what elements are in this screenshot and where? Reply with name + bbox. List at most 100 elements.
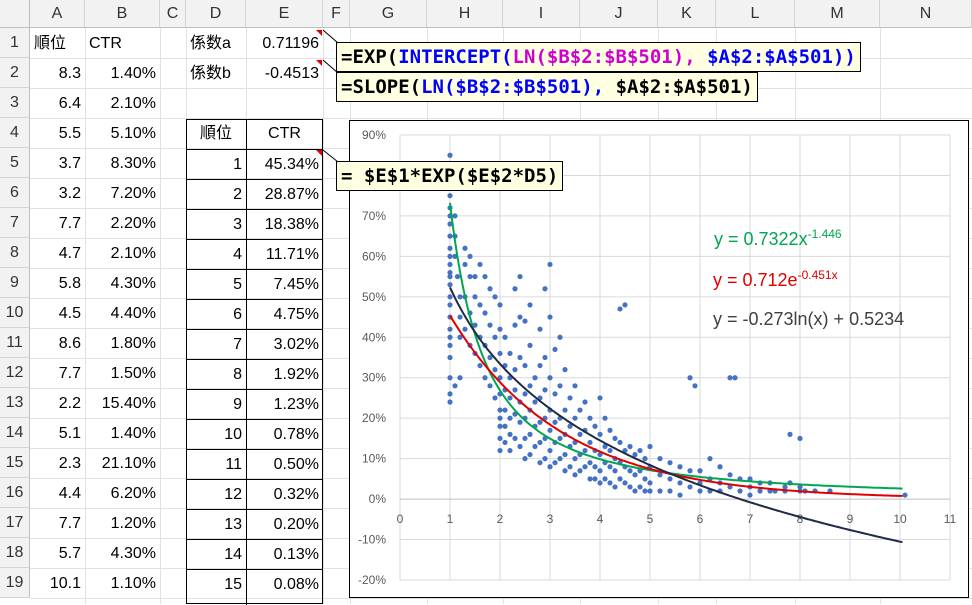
- comment-indicator[interactable]: [316, 150, 322, 156]
- table-rank-cell[interactable]: 4: [233, 246, 242, 263]
- cell-a5[interactable]: 3.7: [58, 155, 81, 172]
- row-header-1[interactable]: 1: [0, 28, 30, 58]
- cell-a2[interactable]: 8.3: [58, 65, 81, 82]
- cell-a4[interactable]: 5.5: [58, 125, 81, 142]
- column-header-f[interactable]: F: [323, 0, 350, 28]
- row-header-9[interactable]: 9: [0, 268, 30, 298]
- table-rank-cell[interactable]: 9: [233, 396, 242, 413]
- table-header-ctr[interactable]: CTR: [268, 125, 301, 142]
- row-header-8[interactable]: 8: [0, 238, 30, 268]
- row-header-6[interactable]: 6: [0, 178, 30, 208]
- row-header-5[interactable]: 5: [0, 148, 30, 178]
- cell-b7[interactable]: 2.20%: [110, 215, 156, 232]
- cell-b4[interactable]: 5.10%: [110, 125, 156, 142]
- cell-b9[interactable]: 4.30%: [110, 275, 156, 292]
- table-rank-cell[interactable]: 12: [224, 486, 242, 503]
- row-header-4[interactable]: 4: [0, 118, 30, 148]
- column-header-h[interactable]: H: [427, 0, 503, 28]
- cell-a19[interactable]: 10.1: [49, 575, 81, 592]
- cell-b6[interactable]: 7.20%: [110, 185, 156, 202]
- table-rank-cell[interactable]: 14: [224, 546, 242, 563]
- cell-b15[interactable]: 21.10%: [101, 455, 156, 472]
- table-rank-cell[interactable]: 7: [233, 336, 242, 353]
- cell-b13[interactable]: 15.40%: [101, 395, 156, 412]
- cell-b2[interactable]: 1.40%: [110, 65, 156, 82]
- column-header-l[interactable]: L: [716, 0, 795, 28]
- table-rank-cell[interactable]: 10: [224, 426, 242, 443]
- cell-a8[interactable]: 4.7: [58, 245, 81, 262]
- table-rank-cell[interactable]: 3: [233, 216, 242, 233]
- cell-a16[interactable]: 4.4: [58, 485, 81, 502]
- cell-a3[interactable]: 6.4: [58, 95, 81, 112]
- cell-a1[interactable]: 順位: [34, 35, 67, 52]
- cell-b11[interactable]: 1.80%: [110, 335, 156, 352]
- cell-b8[interactable]: 2.10%: [110, 245, 156, 262]
- column-header-d[interactable]: D: [186, 0, 246, 28]
- column-header-n[interactable]: N: [880, 0, 972, 28]
- table-rank-cell[interactable]: 8: [233, 366, 242, 383]
- table-ctr-cell[interactable]: 0.20%: [273, 516, 319, 533]
- row-header-3[interactable]: 3: [0, 88, 30, 118]
- table-ctr-cell[interactable]: 3.02%: [273, 336, 319, 353]
- cell-b3[interactable]: 2.10%: [110, 95, 156, 112]
- row-header-11[interactable]: 11: [0, 328, 30, 358]
- row-header-17[interactable]: 17: [0, 508, 30, 538]
- cell-a9[interactable]: 5.8: [58, 275, 81, 292]
- cell-a11[interactable]: 8.6: [58, 335, 81, 352]
- column-header-k[interactable]: K: [658, 0, 716, 28]
- table-ctr-cell[interactable]: 0.13%: [273, 546, 319, 563]
- row-header-19[interactable]: 19: [0, 568, 30, 598]
- cell-a10[interactable]: 4.5: [58, 305, 81, 322]
- cell-b1[interactable]: CTR: [89, 35, 122, 52]
- comment-indicator[interactable]: [316, 60, 322, 66]
- cell-a7[interactable]: 7.7: [58, 215, 81, 232]
- select-all-corner[interactable]: [0, 0, 30, 28]
- row-header-12[interactable]: 12: [0, 358, 30, 388]
- cell-a18[interactable]: 5.7: [58, 545, 81, 562]
- scatter-chart[interactable]: 0 1 2 3 4 5 6 7 8 9 10 11 -20% -10% 0% 10% 20% 30% 40% 50% 6…: [349, 120, 969, 598]
- row-header-18[interactable]: 18: [0, 538, 30, 568]
- table-header-rank[interactable]: 順位: [199, 125, 232, 142]
- row-header-15[interactable]: 15: [0, 448, 30, 478]
- cell-b12[interactable]: 1.50%: [110, 365, 156, 382]
- row-header-14[interactable]: 14: [0, 418, 30, 448]
- coef-b-value[interactable]: -0.4513: [264, 65, 319, 82]
- cell-a6[interactable]: 3.2: [58, 185, 81, 202]
- table-ctr-cell[interactable]: 0.78%: [273, 426, 319, 443]
- row-header-13[interactable]: 13: [0, 388, 30, 418]
- table-rank-cell[interactable]: 5: [233, 276, 242, 293]
- cell-b14[interactable]: 1.40%: [110, 425, 156, 442]
- row-header-7[interactable]: 7: [0, 208, 30, 238]
- cell-a12[interactable]: 7.7: [58, 365, 81, 382]
- table-rank-cell[interactable]: 6: [233, 306, 242, 323]
- table-ctr-cell[interactable]: 28.87%: [264, 186, 319, 203]
- column-header-a[interactable]: A: [30, 0, 85, 28]
- table-ctr-cell[interactable]: 0.32%: [273, 486, 319, 503]
- row-header-10[interactable]: 10: [0, 298, 30, 328]
- comment-indicator[interactable]: [316, 30, 322, 36]
- table-ctr-cell[interactable]: 1.23%: [273, 396, 319, 413]
- table-ctr-cell[interactable]: 7.45%: [273, 276, 319, 293]
- column-header-g[interactable]: G: [350, 0, 427, 28]
- cell-a15[interactable]: 2.3: [58, 455, 81, 472]
- column-header-e[interactable]: E: [246, 0, 323, 28]
- table-ctr-cell[interactable]: 45.34%: [264, 156, 319, 173]
- cell-b16[interactable]: 6.20%: [110, 485, 156, 502]
- table-rank-cell[interactable]: 13: [224, 516, 242, 533]
- table-ctr-cell[interactable]: 1.92%: [273, 366, 319, 383]
- cell-a17[interactable]: 7.7: [58, 515, 81, 532]
- cell-b18[interactable]: 4.30%: [110, 545, 156, 562]
- column-header-c[interactable]: C: [160, 0, 186, 28]
- cell-b10[interactable]: 4.40%: [110, 305, 156, 322]
- cell-a14[interactable]: 5.1: [58, 425, 81, 442]
- cell-b5[interactable]: 8.30%: [110, 155, 156, 172]
- table-rank-cell[interactable]: 1: [233, 156, 242, 173]
- row-header-16[interactable]: 16: [0, 478, 30, 508]
- table-ctr-cell[interactable]: 11.71%: [265, 246, 319, 263]
- table-ctr-cell[interactable]: 0.50%: [273, 456, 319, 473]
- coef-b-label[interactable]: 係数b: [190, 65, 231, 82]
- table-ctr-cell[interactable]: 18.38%: [264, 216, 319, 233]
- cell-a13[interactable]: 2.2: [58, 395, 81, 412]
- table-ctr-cell[interactable]: 0.08%: [273, 576, 319, 593]
- column-header-i[interactable]: I: [503, 0, 580, 28]
